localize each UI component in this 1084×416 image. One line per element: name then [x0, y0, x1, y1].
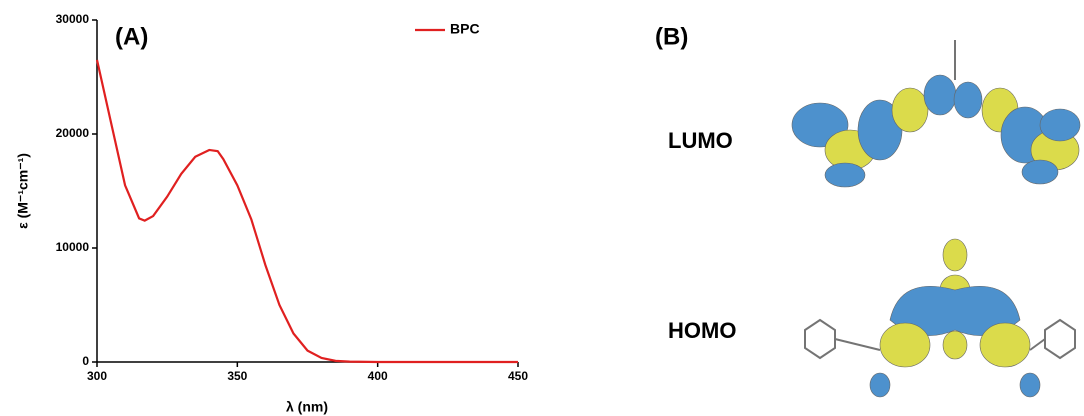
- y-tick-label: 30000: [56, 12, 90, 26]
- y-axis-label: ε (M⁻¹cm⁻¹): [15, 153, 31, 229]
- x-tick-label: 300: [87, 369, 107, 383]
- lumo-image: [792, 40, 1080, 187]
- y-tick-label: 0: [82, 354, 89, 368]
- x-tick-label: 400: [368, 369, 388, 383]
- x-axis-label: λ (nm): [286, 399, 328, 415]
- data-line: [97, 60, 518, 362]
- x-tick-label: 450: [508, 369, 528, 383]
- legend-label: BPC: [450, 21, 480, 37]
- figure: (A) λ (nm) ε (M⁻¹cm⁻¹) (B) LUMO HOMO 0 10…: [0, 0, 1084, 416]
- orbital-label: LUMO: [668, 128, 733, 153]
- homo-image: [805, 239, 1075, 397]
- x-tick-label: 350: [227, 369, 247, 383]
- y-tick-label: 10000: [56, 240, 90, 254]
- y-tick-label: 20000: [56, 126, 90, 140]
- panel-label: (B): [655, 23, 688, 50]
- orbital-label: HOMO: [668, 318, 736, 343]
- panel-label: (A): [115, 23, 148, 50]
